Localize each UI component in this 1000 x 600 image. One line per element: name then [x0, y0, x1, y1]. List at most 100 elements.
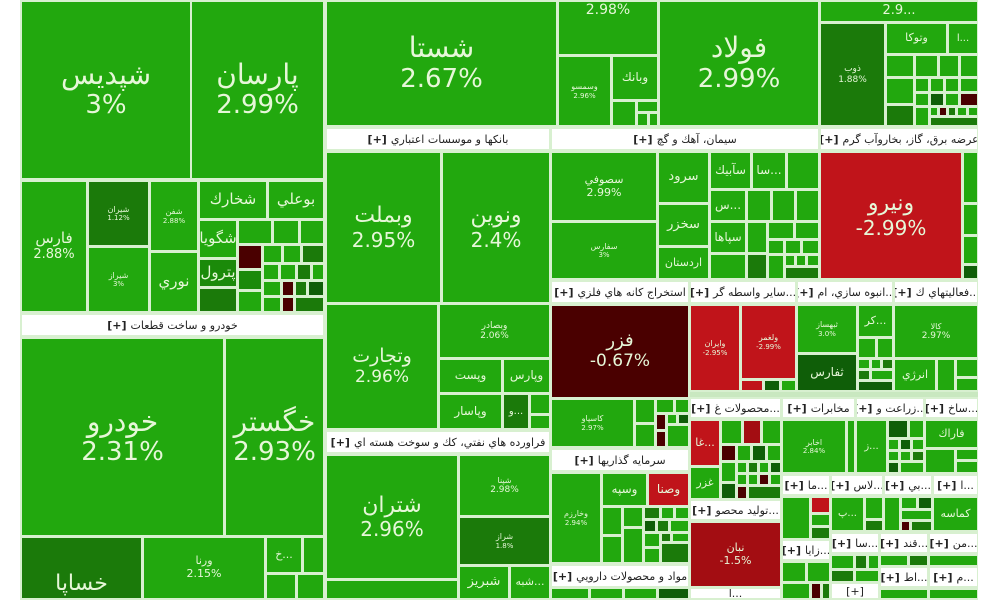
tile-small[interactable]: [885, 77, 915, 105]
tile-small[interactable]: [643, 519, 657, 533]
sector-header-cement[interactable]: سيمان، آهك و گچ [+]: [550, 127, 820, 151]
tile-small[interactable]: [279, 263, 297, 281]
tile-khgostar[interactable]: خگستر 2.93%: [224, 337, 325, 537]
expand-icon[interactable]: [+]: [781, 543, 801, 557]
tile-small[interactable]: [325, 579, 459, 600]
sector-header-intermed[interactable]: ...ساير واسطه گر [+]: [689, 280, 797, 304]
tile-small[interactable]: [740, 379, 764, 392]
tile-small[interactable]: [786, 151, 820, 190]
tile-small[interactable]: [771, 189, 796, 222]
tile-shpadis[interactable]: شپديس 3%: [20, 0, 192, 180]
tile-small[interactable]: [883, 496, 901, 532]
tile-small[interactable]: [806, 561, 831, 583]
sector-header-mining[interactable]: استخراج كانه هاي فلزي [+]: [550, 280, 690, 304]
tile-s-dots[interactable]: ...س: [709, 189, 747, 222]
tile-parsan[interactable]: پارسان 2.99%: [190, 0, 325, 180]
tile-z-dots[interactable]: ...ز: [855, 419, 888, 474]
tile-small[interactable]: [929, 77, 945, 93]
sector-header-power[interactable]: عرضه برق، گاز، بخاروآب گرم [+]: [819, 127, 979, 151]
tile-small[interactable]: [550, 587, 590, 600]
tile-akhaber[interactable]: اخابر 2.84%: [781, 419, 847, 474]
tile-small[interactable]: [601, 535, 623, 564]
sector-header-oil[interactable]: فراورده هاي نفتي، كك و سوخت هسته اي [+]: [325, 430, 551, 454]
sector-header-a[interactable]: ...ا [+]: [932, 474, 979, 496]
tile-small[interactable]: [589, 587, 624, 600]
expand-icon[interactable]: [+]: [552, 569, 573, 583]
tile-small[interactable]: [857, 337, 877, 359]
expand-icon[interactable]: [+]: [692, 503, 712, 517]
tile-small[interactable]: [643, 532, 661, 548]
tile-kh-dots[interactable]: ...خ: [265, 536, 303, 574]
tile-small[interactable]: [720, 419, 743, 445]
tile-small[interactable]: [237, 269, 263, 291]
tile-small[interactable]: [781, 582, 811, 600]
expand-icon[interactable]: [+]: [880, 570, 900, 584]
sector-header-at[interactable]: ...اط [+]: [879, 566, 929, 588]
tile-small[interactable]: [751, 444, 767, 462]
tile-small[interactable]: [601, 506, 623, 536]
tile-small[interactable]: [767, 221, 795, 240]
tile-small[interactable]: [311, 263, 325, 281]
expand-icon[interactable]: [+]: [574, 453, 594, 467]
tile-small[interactable]: [302, 536, 325, 574]
tile-top-right[interactable]: 2.9...: [819, 0, 979, 23]
tile-shiraz[interactable]: شفن 2.88%: [149, 180, 199, 252]
tile-vpasar[interactable]: وپاسار: [438, 393, 503, 430]
tile-small[interactable]: [747, 485, 782, 500]
tile-small[interactable]: [660, 506, 675, 520]
tile-small[interactable]: [944, 77, 960, 93]
tile-khodro[interactable]: خودرو 2.31%: [20, 337, 225, 537]
tile-small[interactable]: [761, 419, 782, 445]
tile-small[interactable]: [294, 280, 308, 297]
tile-small[interactable]: [887, 419, 909, 439]
tile-small[interactable]: [709, 253, 747, 280]
sector-header-production[interactable]: ...توليد محصو [+]: [689, 499, 782, 521]
tile-small[interactable]: [857, 380, 894, 392]
sector-header-auto[interactable]: خودرو و ساخت قطعات [+]: [20, 313, 325, 337]
tile-gha-dots[interactable]: ...غا: [689, 419, 721, 467]
tile-small[interactable]: [634, 423, 656, 448]
sector-header-agri[interactable]: ...زراعت و [+]: [855, 397, 925, 419]
tile-kr-dots[interactable]: ...كر: [857, 304, 894, 338]
tile-top-mid[interactable]: 2.98%: [557, 0, 659, 56]
tile-small[interactable]: [795, 189, 820, 222]
tile-small[interactable]: [529, 414, 551, 430]
tile-small[interactable]: [801, 239, 820, 255]
tile-petrol[interactable]: پترول: [198, 258, 238, 288]
tile-vatuka[interactable]: وتوكا: [885, 22, 948, 55]
tile-vbsader[interactable]: وبصادر 2.06%: [438, 303, 551, 359]
tile-small[interactable]: [962, 235, 979, 265]
tile-fazar[interactable]: فزر -0.67%: [550, 304, 690, 399]
tile-shbe[interactable]: ...شبه: [509, 565, 551, 600]
expand-icon[interactable]: [+]: [879, 536, 900, 550]
sector-header-bottom-2[interactable]: [+]: [830, 582, 880, 600]
tile-small[interactable]: [767, 254, 785, 280]
expand-icon[interactable]: [+]: [554, 285, 574, 299]
tile-vlghamr[interactable]: ولغمر -2.99%: [740, 304, 797, 380]
sector-header-ma[interactable]: ...ما [+]: [781, 474, 831, 496]
tile-small[interactable]: [262, 263, 280, 281]
tile-small[interactable]: [830, 554, 855, 570]
tile-shafan[interactable]: شيراز 3%: [87, 246, 150, 313]
tile-kala[interactable]: كالا 2.97%: [893, 304, 979, 359]
tile-ssoufi[interactable]: سصوفي 2.99%: [550, 151, 658, 222]
tile-small[interactable]: [794, 221, 820, 240]
tile-small[interactable]: [784, 266, 820, 280]
tile-vasmsu[interactable]: وسمسو 2.96%: [557, 55, 612, 127]
tile-small[interactable]: [622, 527, 644, 564]
tile-vpars[interactable]: وپارس: [502, 358, 551, 394]
tile-small[interactable]: [830, 569, 855, 583]
tile-sabik[interactable]: سآبيك: [709, 151, 752, 190]
sector-header-bi[interactable]: ...بي [+]: [883, 474, 933, 496]
sector-header-man[interactable]: ...من [+]: [928, 532, 979, 554]
tile-p-dots[interactable]: ...پ: [830, 496, 865, 532]
tile-small[interactable]: [936, 358, 956, 392]
sector-header-qand[interactable]: ...قند [+]: [879, 532, 929, 554]
tile-small[interactable]: [301, 244, 325, 264]
tile-small[interactable]: [876, 337, 894, 359]
tile-vtejarat[interactable]: وتجارت 2.96%: [325, 303, 439, 430]
tile-sa-dots[interactable]: ...سا: [751, 151, 787, 190]
tile-small[interactable]: [307, 280, 325, 297]
tile-small[interactable]: [272, 219, 300, 245]
tile-ghazar[interactable]: غزر: [689, 466, 721, 500]
